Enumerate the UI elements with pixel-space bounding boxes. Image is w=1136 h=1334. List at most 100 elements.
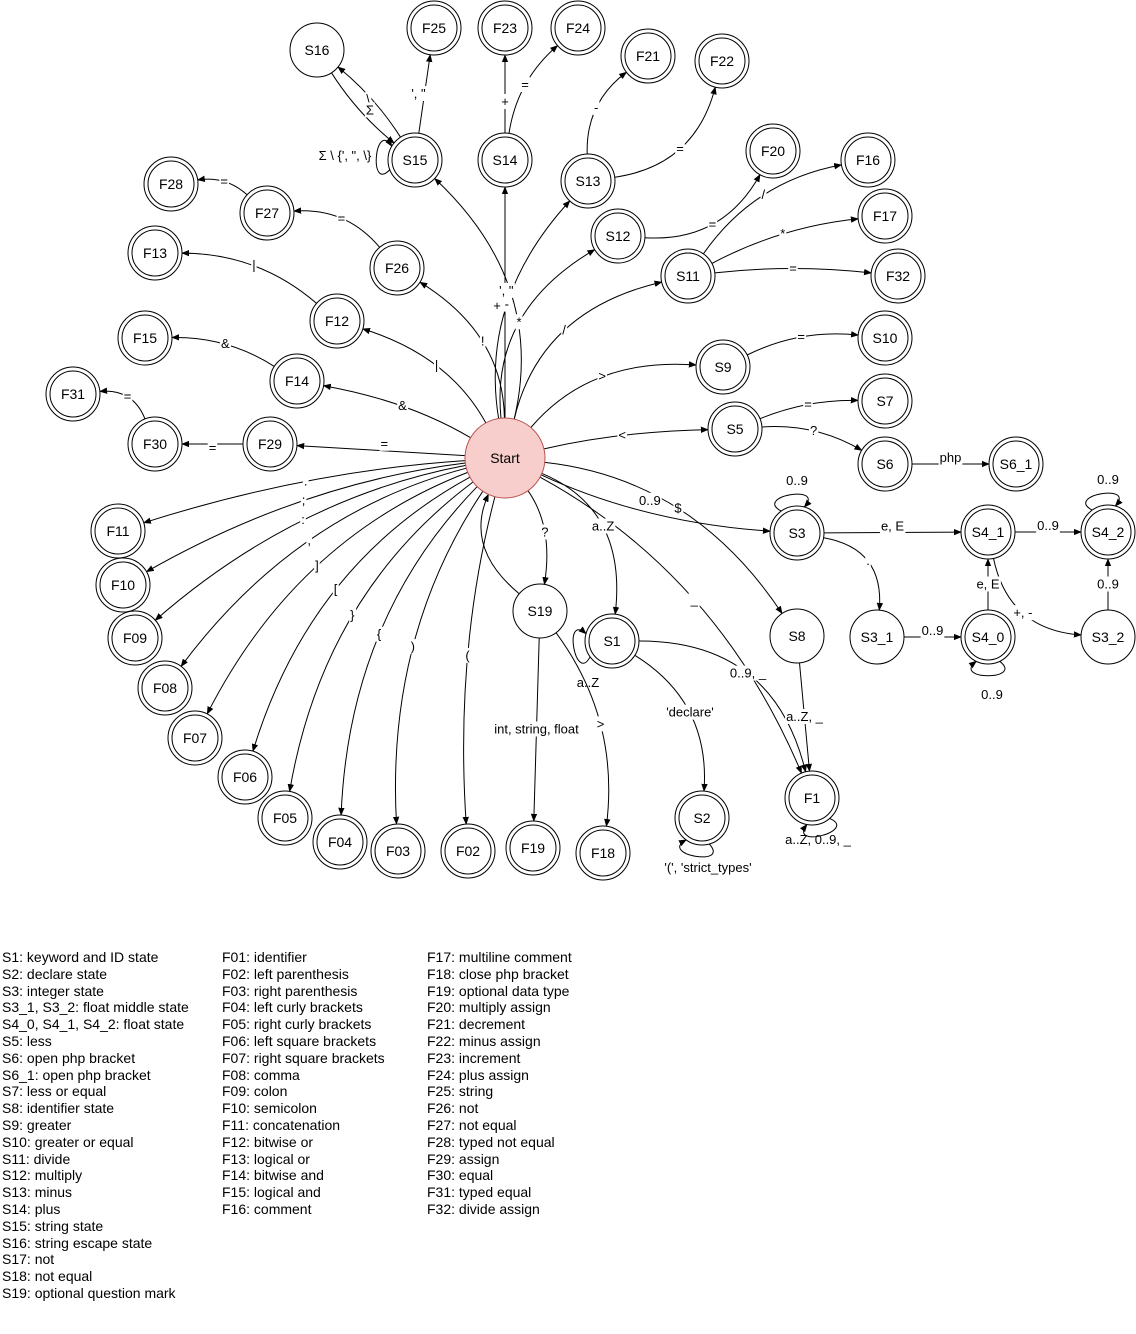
transition-s15-s16 [337, 66, 401, 138]
state-machine-diagram: Start S16 F25 F23 F24 F21 F22 S15 S14 S13 F28 F27 F2… [45, 0, 1136, 881]
edge-label: * [516, 314, 521, 329]
node-label: F05 [273, 810, 297, 826]
node-label: F24 [566, 20, 590, 36]
edge-label: = [338, 210, 346, 225]
f10-state-node: F10 [95, 557, 151, 613]
legend-entry: F28: typed not equal [427, 1133, 555, 1150]
legend-entry: F06: left square brackets [222, 1032, 377, 1049]
node-label: F02 [456, 843, 480, 859]
legend-states-column: S1: keyword and ID state S2: declare stat… [2, 949, 189, 1302]
edge-label: 0..9 [1037, 518, 1059, 533]
node-label: S4_2 [1092, 524, 1125, 540]
legend-entry: F30: equal [427, 1167, 494, 1184]
transition-s13-f21 [586, 71, 628, 155]
f17-state-node: F17 [857, 188, 913, 244]
legend-entry: S17: not [2, 1251, 55, 1268]
s12-state-node: S12 [590, 208, 646, 264]
s16-state-node: S16 [289, 22, 345, 78]
legend-entry: F26: not [427, 1100, 479, 1117]
transition-start-s12 [499, 249, 596, 419]
edge-label: e, E [976, 577, 999, 592]
edge-label: 0..9 [922, 623, 944, 638]
edge-label: ( [465, 648, 470, 663]
legend-entry: S10: greater or equal [2, 1133, 134, 1150]
edge-label: . [304, 473, 308, 488]
edge-label: ? [541, 525, 548, 540]
node-label: F25 [422, 20, 446, 36]
legend-entry: S5: less [2, 1032, 52, 1049]
node-label: F03 [386, 843, 410, 859]
edge-label: Σ \ {', ", \} [319, 148, 372, 163]
legend-entry: F11: concatenation [222, 1116, 341, 1133]
edge-label: a..Z [592, 519, 614, 534]
s3-state-node: S3 [769, 505, 825, 561]
edge-label: 0..9 [786, 473, 808, 488]
legend-entry: F16: comment [222, 1200, 312, 1217]
node-label: Start [490, 450, 520, 466]
transition-s14-f24 [508, 45, 559, 134]
edge-label: ', " [411, 86, 426, 101]
s10-state-node: S10 [857, 310, 913, 366]
node-label: F29 [258, 436, 282, 452]
s4-0-state-node: S4_0 [960, 609, 1016, 665]
legend-entry: F03: right parenthesis [222, 982, 358, 999]
node-label: F16 [856, 152, 880, 168]
edge-label: _ [690, 592, 699, 607]
transition-start-f26 [419, 281, 505, 419]
node-label: S2 [693, 810, 710, 826]
edge-label: int, string, float [494, 722, 579, 737]
f08-state-node: F08 [137, 660, 193, 716]
s7-state-node: S7 [857, 373, 913, 429]
edge-label: > [598, 369, 606, 384]
edge-label: < [618, 427, 626, 442]
legend-entry: S2: declare state [2, 965, 108, 982]
transition-f12-f13 [181, 249, 317, 304]
legend-entry: S9: greater [2, 1116, 72, 1133]
f07-state-node: F07 [167, 710, 223, 766]
transition-s1-f1 [638, 640, 808, 773]
node-label: S16 [305, 42, 330, 58]
legend-entry: F24: plus assign [427, 1066, 529, 1083]
legend-entry: F14: bitwise and [222, 1167, 324, 1184]
transition-start-s11 [513, 280, 663, 420]
transition-start-s3 [541, 474, 771, 534]
legend-entry: F01: identifier [222, 949, 307, 965]
edge-label: 0..9 [1097, 577, 1119, 592]
s13-state-node: S13 [560, 153, 616, 209]
edge-label: * [780, 226, 785, 241]
edge-label: / [761, 187, 765, 202]
s9-state-node: S9 [695, 339, 751, 395]
edge-label: = [804, 396, 812, 411]
node-label: F15 [133, 330, 157, 346]
node-label: F11 [106, 523, 129, 539]
legend-entry: S8: identifier state [2, 1100, 115, 1117]
s19-state-node: S19 [512, 583, 568, 639]
legend-entry: F21: decrement [427, 1016, 526, 1033]
edge-label: = [124, 389, 132, 404]
edge-label: [ [334, 581, 338, 596]
legend-entry: S6: open php bracket [2, 1049, 136, 1066]
edge-label: + [501, 94, 509, 109]
legend-entry: S13: minus [2, 1184, 73, 1201]
s4-2-state-node: S4_2 [1080, 504, 1136, 560]
legend-entry: F32: divide assign [427, 1200, 540, 1217]
f21-state-node: F21 [620, 28, 676, 84]
edge-label: 0..9 [1097, 472, 1119, 487]
edge-label: a..Z [577, 675, 599, 690]
f11-state-node: F11 [90, 503, 146, 559]
node-label: F06 [233, 769, 257, 785]
f04-state-node: F04 [312, 814, 368, 870]
node-label: F08 [153, 680, 177, 696]
legend-entry: F05: right curly brackets [222, 1016, 372, 1033]
f24-state-node: F24 [550, 0, 606, 56]
legend-entry: F02: left parenthesis [222, 965, 349, 982]
edge-label: 0..9 [639, 493, 661, 508]
f32-state-node: F32 [870, 248, 926, 304]
legend-entry: S18: not equal [2, 1268, 93, 1285]
f16-state-node: F16 [840, 132, 896, 188]
edge-label: : [301, 512, 305, 527]
legend-entry: F12: bitwise or [222, 1133, 314, 1150]
node-label: F26 [385, 260, 409, 276]
edge-label: } [350, 607, 355, 622]
f13-state-node: F13 [127, 225, 183, 281]
